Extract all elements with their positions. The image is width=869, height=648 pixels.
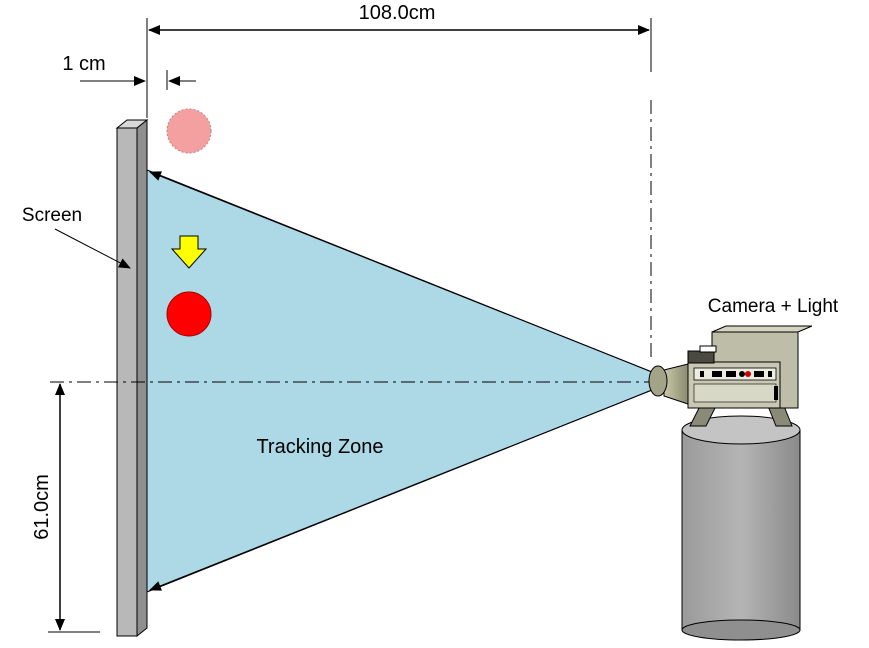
tracking-zone xyxy=(146,169,653,593)
tracking-zone-label: Tracking Zone xyxy=(256,436,383,458)
down-arrow-icon xyxy=(170,235,208,269)
camera-light-icon xyxy=(648,325,813,427)
screen-leader-arrow xyxy=(54,228,131,269)
width-dimension-label: 108.0cm xyxy=(359,2,436,24)
camera-stand xyxy=(681,415,801,641)
ball-current-position xyxy=(166,291,212,337)
screen-label: Screen xyxy=(22,205,82,226)
camera-label: Camera + Light xyxy=(708,296,839,317)
gap-dimension-label: 1 cm xyxy=(62,53,105,75)
screen-panel xyxy=(115,118,149,638)
height-dimension-label: 61.0cm xyxy=(31,474,53,540)
beam-edge-top-arrow xyxy=(149,171,653,373)
beam-edge-bottom-arrow xyxy=(149,389,653,591)
ball-previous-position xyxy=(166,108,212,154)
